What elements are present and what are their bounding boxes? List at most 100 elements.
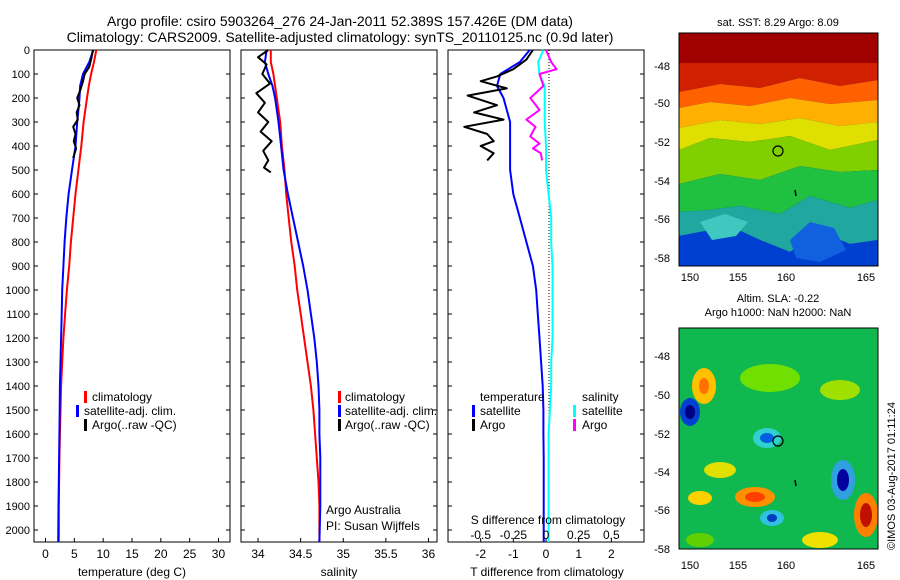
depth-tick-label: 0 xyxy=(24,45,30,57)
salinity-diff-tick-label: 0 xyxy=(543,528,550,542)
depth-tick-label: 1300 xyxy=(6,357,30,369)
map-lon-label: 165 xyxy=(857,272,875,284)
series-line-salinity-satellite xyxy=(537,49,554,542)
depth-tick-label: 900 xyxy=(12,261,30,273)
depth-tick-label: 700 xyxy=(12,213,30,225)
salinity-tick-label: 34.5 xyxy=(289,547,313,561)
depth-tick-label: 1600 xyxy=(6,429,30,441)
temperature-tick-label: 10 xyxy=(96,547,110,561)
depth-tick-label: 600 xyxy=(12,189,30,201)
temperature-tick-label: 20 xyxy=(154,547,168,561)
map-lat-label: -58 xyxy=(654,544,670,556)
depth-tick-label: 1100 xyxy=(6,309,30,321)
figure-title-line2: Climatology: CARS2009. Satellite-adjuste… xyxy=(66,29,614,45)
legend-swatch-argo xyxy=(338,419,341,431)
salinity-note-line2: PI: Susan Wijffels xyxy=(326,519,420,533)
temperature-legend: climatology satellite-adj. clim. Argo(..… xyxy=(76,390,177,432)
series-line-satellite-adj-clim- xyxy=(263,49,322,543)
depth-tick-label: 1900 xyxy=(6,501,30,513)
series-line-argo-raw-qc- xyxy=(255,49,273,174)
legend-label-satellite: satellite-adj. clim. xyxy=(345,404,437,418)
map-lon-label: 150 xyxy=(681,560,699,572)
map-lat-label: -52 xyxy=(654,137,670,149)
legend-label-t-argo: Argo xyxy=(480,418,506,432)
legend-swatch-climatology xyxy=(84,391,87,403)
difference-top-xlabel: S difference from climatology xyxy=(471,513,626,527)
depth-tick-label: 200 xyxy=(12,93,30,105)
series-line-temperature-argo xyxy=(463,49,534,162)
x-tick-labels: 0 5 10 15 20 25 30 34 34.5 35 35.5 36 -2 -1 0 1 2 -0.5 -0.… xyxy=(42,528,620,561)
salinity-tick-label: 35 xyxy=(337,547,351,561)
legend-label-argo: Argo(..raw -QC) xyxy=(92,418,177,432)
map-lon-label: 155 xyxy=(729,560,747,572)
salinity-diff-tick-label: -0.25 xyxy=(500,528,528,542)
map-lat-label: -48 xyxy=(654,351,670,363)
map-lon-label: 155 xyxy=(729,272,747,284)
legend-swatch-satellite xyxy=(338,405,341,417)
sla-map-title-line1: Altim. SLA: -0.22 xyxy=(737,293,820,305)
map-lon-label: 165 xyxy=(857,560,875,572)
salinity-legend: climatology satellite-adj. clim. Argo(..… xyxy=(338,390,437,432)
temperature-panel xyxy=(33,49,231,543)
map-lat-label: -58 xyxy=(654,253,670,265)
legend-swatch-s-satellite xyxy=(573,405,576,417)
difference-tick-label: -1 xyxy=(508,547,519,561)
series-line-temperature-satellite xyxy=(496,49,545,542)
temperature-tick-label: 30 xyxy=(212,547,226,561)
depth-tick-label: 1400 xyxy=(6,381,30,393)
sst-float-track xyxy=(794,189,797,197)
map-lat-label: -56 xyxy=(654,505,670,517)
series-line-satellite-adj-clim- xyxy=(57,49,95,543)
map-lat-label: -56 xyxy=(654,214,670,226)
depth-tick-label: 500 xyxy=(12,165,30,177)
series-line-climatology xyxy=(269,50,321,542)
sst-float-marker xyxy=(772,145,784,157)
depth-tick-label: 2000 xyxy=(6,525,30,537)
depth-tick-label: 1500 xyxy=(6,405,30,417)
legend-label-argo: Argo(..raw -QC) xyxy=(345,418,430,432)
difference-legend: temperature salinity satellite satellite… xyxy=(472,390,623,432)
salinity-note-line1: Argo Australia xyxy=(326,503,401,517)
depth-tick-label: 100 xyxy=(12,69,30,81)
legend-swatch-satellite xyxy=(76,405,79,417)
depth-tick-label: 1200 xyxy=(6,333,30,345)
legend-label-climatology: climatology xyxy=(345,390,405,404)
legend-swatch-argo xyxy=(84,419,87,431)
map-lon-label: 160 xyxy=(777,560,795,572)
legend-label-t-satellite: satellite xyxy=(480,404,521,418)
sla-map-title-line2: Argo h1000: NaN h2000: NaN xyxy=(705,307,852,319)
map-lat-label: -54 xyxy=(654,176,670,188)
legend-temperature-head: temperature xyxy=(480,390,545,404)
profile-lines xyxy=(57,49,558,543)
legend-label-s-argo: Argo xyxy=(582,418,608,432)
map-lat-label: -50 xyxy=(654,390,670,402)
salinity-xlabel: salinity xyxy=(321,565,358,579)
sla-map xyxy=(679,328,878,549)
depth-tick-label: 400 xyxy=(12,141,30,153)
temperature-tick-label: 25 xyxy=(183,547,197,561)
imos-timestamp: ©IMOS 03-Aug-2017 01:11:24 xyxy=(886,402,898,550)
axis-ticks xyxy=(34,49,644,542)
map-lon-label: 160 xyxy=(777,272,795,284)
map-lat-label: -54 xyxy=(654,467,670,479)
depth-tick-label: 1700 xyxy=(6,453,30,465)
salinity-tick-label: 34 xyxy=(251,547,265,561)
legend-swatch-t-argo xyxy=(472,419,475,431)
depth-tick-label: 800 xyxy=(12,237,30,249)
map-lat-label: -50 xyxy=(654,98,670,110)
depth-axis: 0 100 200 300 400 500 600 700 800 900 1000 1100 1200… xyxy=(6,45,30,537)
difference-xlabel: T difference from climatology xyxy=(470,565,624,579)
temperature-tick-label: 5 xyxy=(71,547,78,561)
salinity-panel xyxy=(240,49,438,543)
series-line-salinity-argo xyxy=(525,49,558,161)
difference-tick-label: 0 xyxy=(543,547,550,561)
series-line-argo-raw-qc- xyxy=(72,49,94,159)
temperature-xlabel: temperature (deg C) xyxy=(78,565,186,579)
depth-tick-label: 300 xyxy=(12,117,30,129)
salinity-tick-label: 35.5 xyxy=(374,547,398,561)
sla-float-track xyxy=(794,479,797,487)
sst-map-frame xyxy=(678,32,879,267)
sst-map xyxy=(679,33,878,266)
salinity-tick-label: 36 xyxy=(422,547,436,561)
